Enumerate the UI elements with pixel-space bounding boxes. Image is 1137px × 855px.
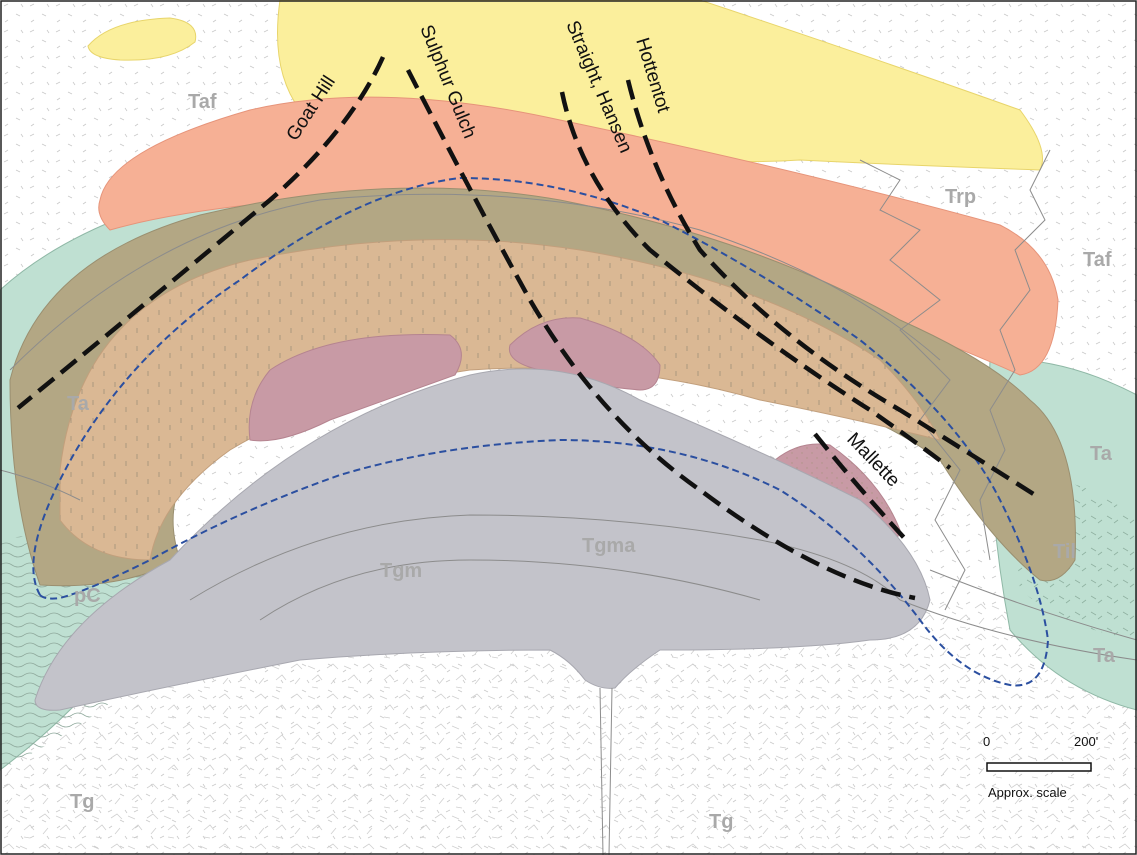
unit-label-pc: pC bbox=[74, 585, 101, 607]
scale-caption: Approx. scale bbox=[988, 785, 1067, 800]
unit-label-ta-right-bottom: Ta bbox=[1093, 645, 1116, 667]
unit-label-taf-top: Taf bbox=[188, 91, 217, 113]
scale-zero-label: 0 bbox=[983, 734, 990, 749]
unit-label-tg-left: Tg bbox=[70, 791, 94, 813]
scale-max-label: 200' bbox=[1074, 734, 1098, 749]
unit-label-tg-center: Tg bbox=[709, 811, 733, 833]
scale-bar-rect bbox=[987, 763, 1091, 771]
unit-label-ta-left: Ta bbox=[67, 393, 90, 415]
unit-label-tgm: Tgm bbox=[380, 560, 422, 582]
unit-label-trp: Trp bbox=[945, 186, 976, 208]
unit-label-til: Til bbox=[1053, 541, 1076, 563]
unit-label-taf-right: Taf bbox=[1083, 249, 1112, 271]
unit-label-ta-right-top: Ta bbox=[1090, 443, 1113, 465]
unit-label-tgma: Tgma bbox=[582, 535, 636, 557]
